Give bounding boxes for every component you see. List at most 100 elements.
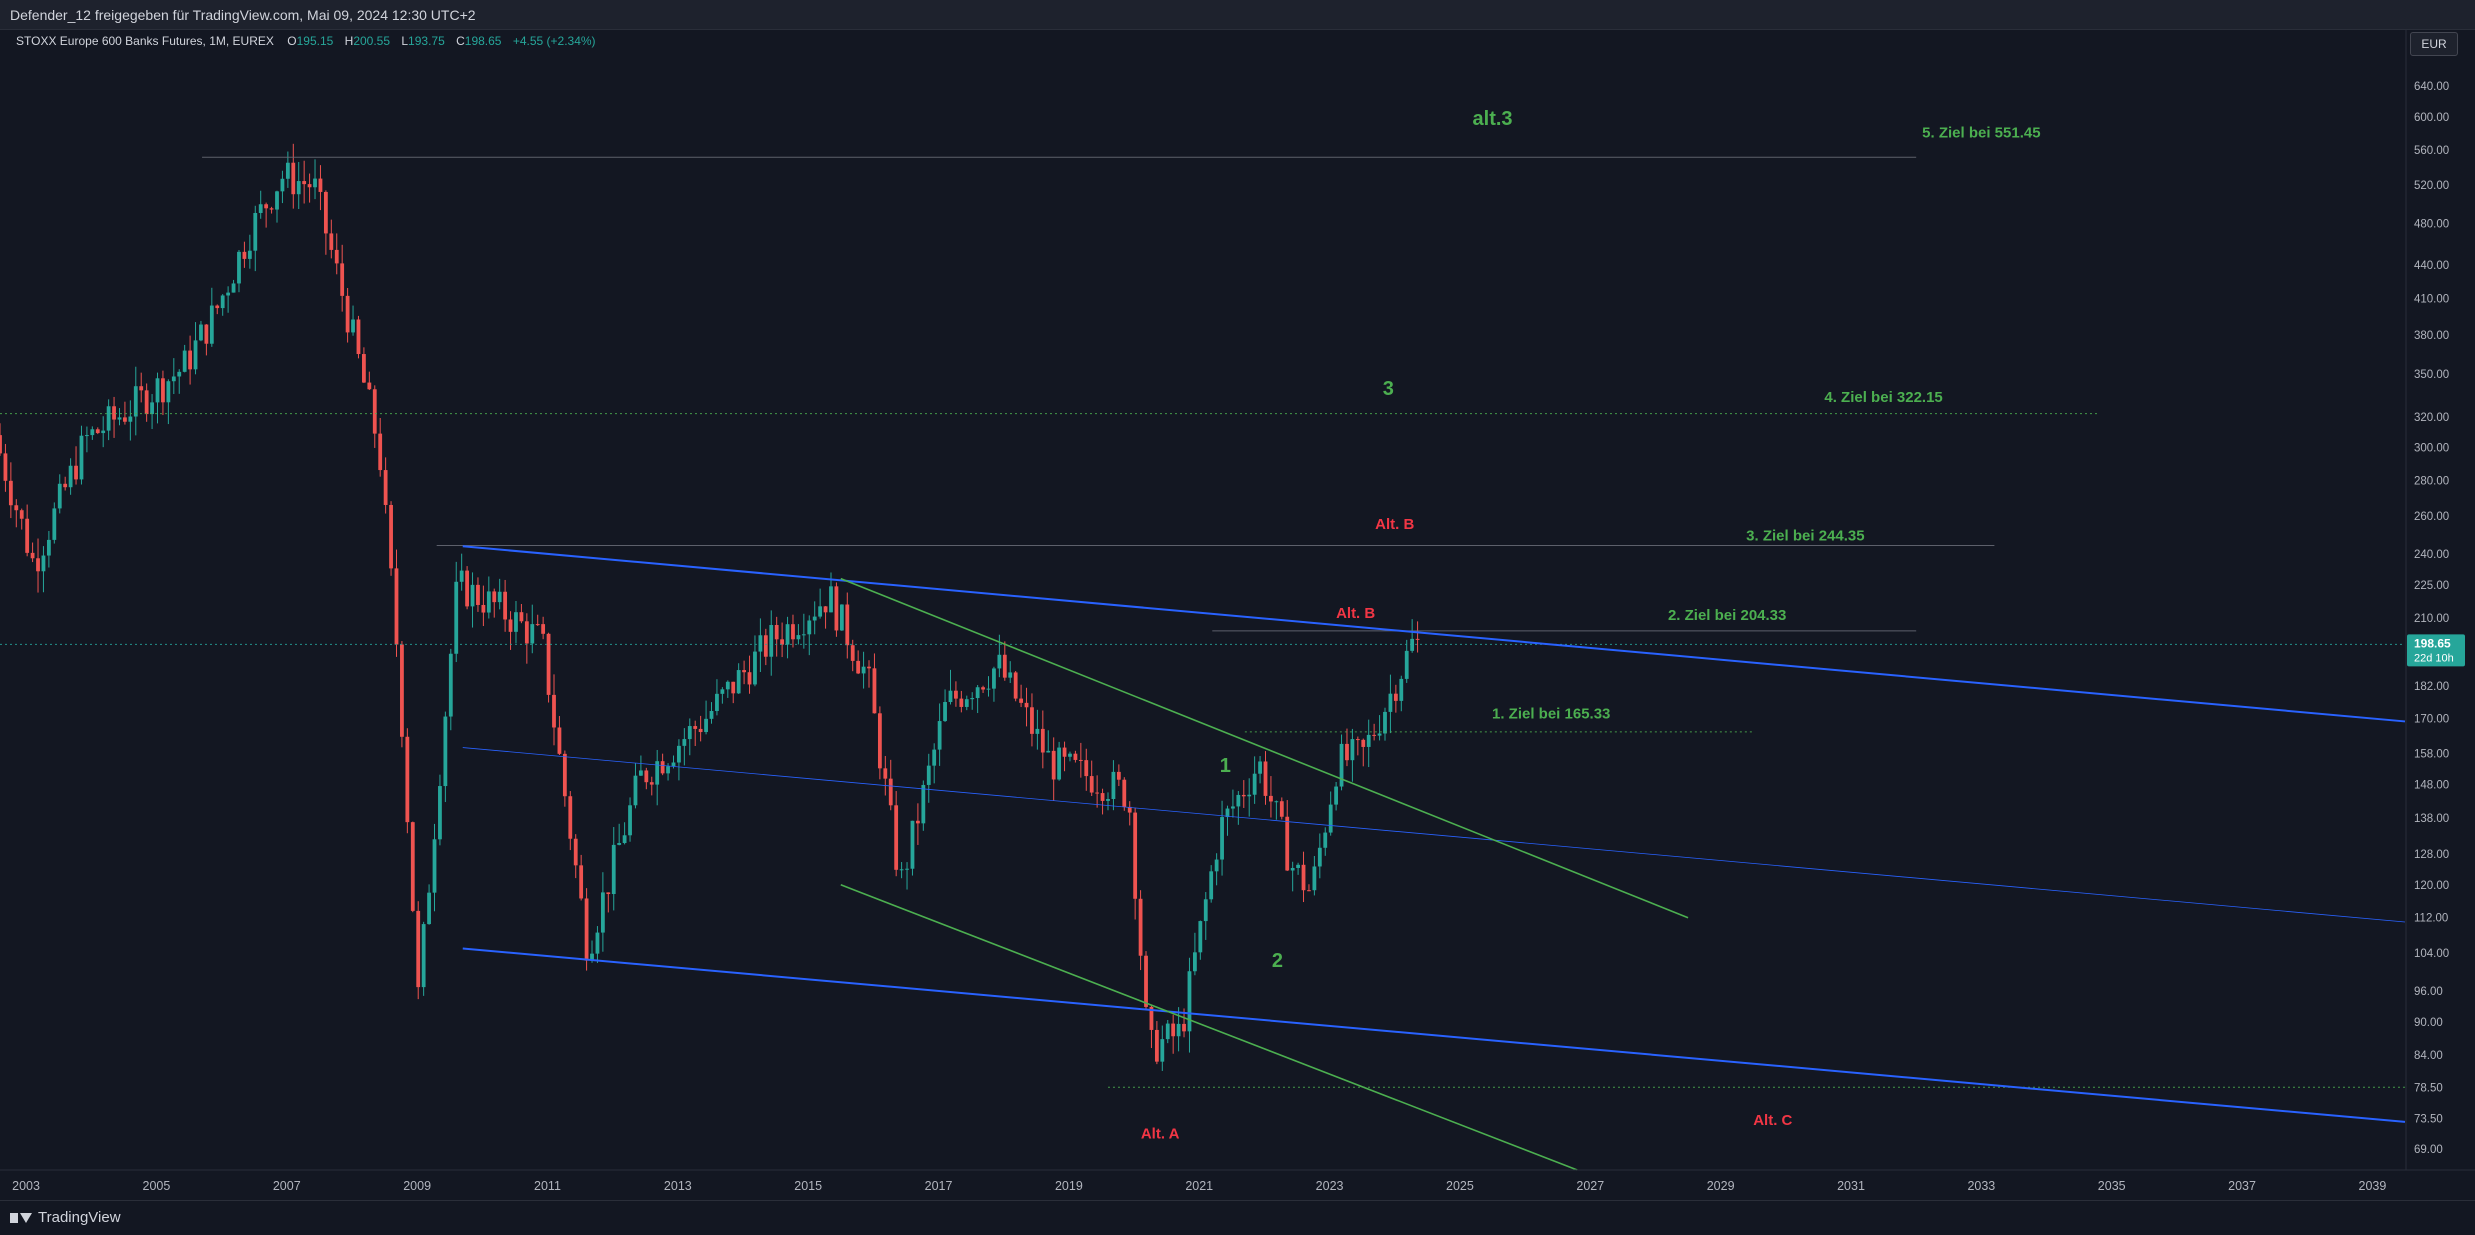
- price-chart[interactable]: alt.3 5. Ziel bei 551.45 3 4. Ziel bei 322.…: [0, 30, 2475, 1200]
- candle-down: [660, 761, 665, 774]
- legend: STOXX Europe 600 Banks Futures, 1M, EURE…: [16, 34, 596, 48]
- candle-down: [573, 838, 578, 866]
- candle-down: [888, 778, 893, 806]
- candle-down: [519, 612, 524, 622]
- candle-down: [763, 635, 768, 657]
- candle-down: [584, 898, 589, 961]
- candle-up: [1220, 817, 1224, 860]
- x-tick-label: 2031: [1837, 1179, 1865, 1193]
- candle-down: [780, 639, 785, 645]
- y-tick-label: 170.00: [2414, 714, 2449, 726]
- x-tick-label: 2033: [1967, 1179, 1995, 1193]
- x-tick-label: 2039: [2359, 1179, 2387, 1193]
- candle-up: [829, 586, 833, 613]
- candle-up: [258, 204, 263, 213]
- candle-down: [1078, 759, 1083, 761]
- candle-up: [725, 681, 730, 690]
- candle-up: [682, 739, 687, 746]
- last-price-countdown: 22d 10h: [2414, 652, 2454, 664]
- candle-up: [677, 745, 681, 763]
- channel-line[interactable]: [462, 545, 2406, 723]
- candle-down: [242, 251, 247, 259]
- channel-line[interactable]: [462, 947, 2406, 1123]
- candle-up: [839, 604, 844, 631]
- candle-up: [106, 406, 111, 431]
- legend-close: 198.65: [465, 34, 502, 48]
- candle-down: [14, 505, 19, 511]
- candle-up: [209, 305, 214, 344]
- x-tick-label: 2027: [1576, 1179, 1604, 1193]
- candle-up: [818, 606, 823, 617]
- candle-down: [867, 666, 871, 669]
- candle-down: [552, 694, 556, 728]
- candle-up: [231, 283, 236, 293]
- trend-line[interactable]: [840, 884, 1578, 1171]
- y-tick-label: 104.00: [2414, 948, 2449, 960]
- candle-up: [427, 892, 431, 925]
- y-tick-label: 182.00: [2414, 681, 2449, 693]
- candle-down: [693, 726, 698, 729]
- candle-up: [443, 716, 448, 787]
- candle-up: [628, 805, 632, 836]
- candle-down: [1002, 654, 1007, 678]
- footer: TradingView: [0, 1200, 2475, 1235]
- candle-up: [1366, 734, 1371, 747]
- candle-up: [1160, 1039, 1165, 1062]
- candle-up: [1176, 1023, 1181, 1037]
- x-tick-label: 2029: [1707, 1179, 1735, 1193]
- candle-up: [997, 654, 1002, 669]
- candle-down: [1307, 890, 1311, 892]
- currency-button[interactable]: EUR: [2410, 32, 2458, 56]
- candle-up: [975, 687, 980, 699]
- candle-up: [226, 292, 231, 296]
- candle-up: [133, 386, 138, 417]
- candle-up: [617, 843, 622, 845]
- y-tick-label: 90.00: [2414, 1017, 2443, 1029]
- candle-down: [1138, 898, 1143, 956]
- candle-up: [1312, 866, 1317, 891]
- candle-up: [275, 191, 279, 210]
- candle-down: [476, 584, 480, 605]
- channel-line[interactable]: [462, 747, 2406, 923]
- y-tick-label: 240.00: [2414, 549, 2449, 561]
- candle-down: [644, 770, 649, 783]
- candle-up: [101, 430, 106, 434]
- x-tick-label: 2011: [534, 1179, 561, 1193]
- candle-down: [3, 453, 8, 481]
- candle-up: [1258, 761, 1262, 774]
- candle-up: [1106, 798, 1110, 801]
- candle-up: [1328, 804, 1333, 833]
- candle-up: [193, 340, 198, 370]
- x-tick-label: 2025: [1446, 1179, 1474, 1193]
- candle-up: [736, 670, 741, 694]
- candle-up: [117, 417, 122, 420]
- candle-down: [161, 378, 165, 403]
- candle-up: [1383, 711, 1387, 734]
- candle-up: [948, 690, 953, 703]
- candle-up: [633, 775, 638, 806]
- y-tick-label: 280.00: [2414, 476, 2449, 488]
- candle-up: [1323, 832, 1328, 848]
- y-tick-label: 138.00: [2414, 813, 2449, 825]
- candle-up: [687, 726, 692, 740]
- candle-up: [671, 762, 676, 767]
- candle-up: [1046, 750, 1051, 753]
- candle-down: [774, 625, 779, 640]
- candle-up: [1035, 728, 1040, 734]
- trend-line[interactable]: [840, 577, 1689, 919]
- candle-up: [986, 688, 991, 690]
- candle-down: [416, 910, 421, 988]
- candle-down: [372, 389, 377, 434]
- candle-down: [63, 483, 68, 488]
- candle-down: [823, 606, 828, 613]
- legend-high-label: H: [345, 34, 354, 48]
- candle-up: [910, 820, 915, 869]
- candle-down: [557, 727, 562, 754]
- tradingview-brand[interactable]: TradingView: [10, 1209, 121, 1226]
- tradingview-logo-icon: [10, 1211, 32, 1225]
- candle-down: [872, 668, 877, 714]
- candle-down: [915, 820, 920, 824]
- y-tick-label: 350.00: [2414, 369, 2449, 381]
- candle-down: [25, 518, 30, 553]
- candle-up: [1339, 743, 1344, 787]
